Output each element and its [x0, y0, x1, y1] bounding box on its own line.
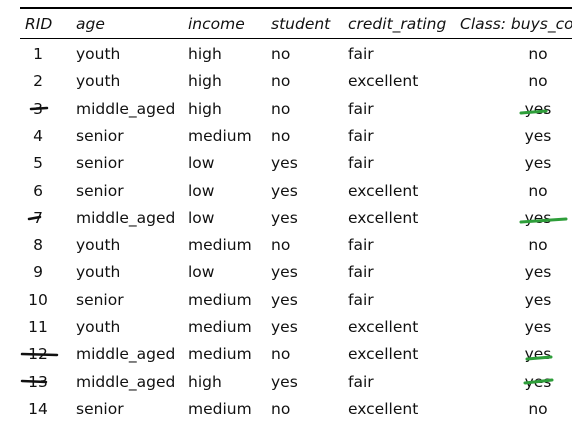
top-rule	[20, 7, 572, 9]
table-cell: yes	[524, 318, 552, 336]
table-cell: medium	[188, 126, 252, 145]
strike-mark	[525, 355, 553, 361]
table-cell: yes	[524, 126, 552, 145]
table-cell: no	[271, 99, 291, 118]
strike-mark	[20, 379, 48, 384]
strike-mark	[27, 215, 42, 221]
table-cell: medium	[188, 236, 252, 255]
table-cell: excellent	[348, 208, 419, 227]
table-cell: high	[188, 99, 222, 118]
table-cell: middle_aged	[76, 99, 176, 118]
table-cell: high	[188, 72, 222, 91]
table-cell: fair	[348, 154, 374, 173]
column-header: student	[271, 15, 331, 33]
table-cell: yes	[271, 290, 298, 309]
table-cell: no	[528, 236, 548, 255]
strike-mark	[519, 109, 548, 115]
table-cell: medium	[188, 290, 252, 309]
table-cell: 8	[33, 236, 43, 255]
table-cell: 11	[28, 318, 48, 336]
table-cell: low	[188, 154, 215, 173]
table-cell: low	[188, 263, 215, 282]
table-cell: fair	[348, 99, 374, 118]
table-cell: yes	[271, 263, 298, 282]
table-cell: no	[528, 181, 548, 200]
table-cell: 4	[33, 126, 43, 145]
table-cell: 1	[33, 45, 43, 63]
table-cell: fair	[348, 263, 374, 282]
table-cell: fair	[348, 372, 374, 391]
strike-mark	[20, 352, 59, 357]
table-cell: low	[188, 208, 215, 227]
table-cell: youth	[76, 263, 121, 282]
table-cell: middle_aged	[76, 372, 176, 391]
table-cell: high	[188, 372, 222, 391]
table-cell: yes	[271, 318, 298, 336]
table-cell: fair	[348, 236, 374, 255]
table-cell: medium	[188, 399, 252, 418]
table-cell: yes	[524, 290, 552, 309]
table-cell: youth	[76, 45, 121, 63]
table-cell: 9	[33, 263, 43, 282]
strike-mark	[523, 378, 554, 385]
table-cell: fair	[348, 45, 374, 63]
table-cell: 10	[28, 290, 48, 309]
table-cell: youth	[76, 236, 121, 255]
strike-mark	[29, 106, 49, 111]
table-cell: middle_aged	[76, 345, 176, 364]
table-cell: yes	[271, 372, 298, 391]
table-cell: medium	[188, 318, 252, 336]
table-cell: 6	[33, 181, 43, 200]
table-cell: yes	[271, 208, 298, 227]
column-header: age	[76, 15, 105, 33]
table-cell: medium	[188, 345, 252, 364]
table-cell: low	[188, 181, 215, 200]
table-cell: excellent	[348, 72, 419, 91]
table-cell: no	[528, 45, 548, 63]
table-cell: fair	[348, 126, 374, 145]
table-cell: no	[271, 72, 291, 91]
table-cell: no	[271, 345, 291, 364]
table-cell: yes	[271, 154, 298, 173]
table-cell: senior	[76, 154, 124, 173]
table-cell: middle_aged	[76, 208, 176, 227]
table-cell: no	[528, 399, 548, 418]
table-cell: no	[271, 126, 291, 145]
table-cell: high	[188, 45, 222, 63]
column-header: credit_rating	[348, 15, 447, 33]
table-cell: yes	[271, 181, 298, 200]
column-header: Class: buys_com	[460, 15, 572, 33]
table-cell: 14	[28, 399, 48, 418]
table-cell: 2	[33, 72, 43, 91]
table-cell: senior	[76, 399, 124, 418]
table-cell: yes	[524, 154, 552, 173]
table-cell: senior	[76, 290, 124, 309]
table-cell: senior	[76, 126, 124, 145]
table-cell: excellent	[348, 399, 419, 418]
table-cell: senior	[76, 181, 124, 200]
strike-mark	[519, 217, 568, 224]
table-cell: excellent	[348, 345, 419, 364]
table-cell: excellent	[348, 318, 419, 336]
table-cell: excellent	[348, 181, 419, 200]
column-header: RID	[25, 15, 53, 33]
table-cell: yes	[524, 263, 552, 282]
table-cell: 5	[33, 154, 43, 173]
table-cell: fair	[348, 290, 374, 309]
table-cell: youth	[76, 318, 121, 336]
table-cell: no	[271, 399, 291, 418]
table-cell: no	[271, 236, 291, 255]
table-cell: no	[271, 45, 291, 63]
header-rule	[20, 38, 572, 39]
column-header: income	[188, 15, 245, 33]
table-cell: no	[528, 72, 548, 91]
table-cell: youth	[76, 72, 121, 91]
